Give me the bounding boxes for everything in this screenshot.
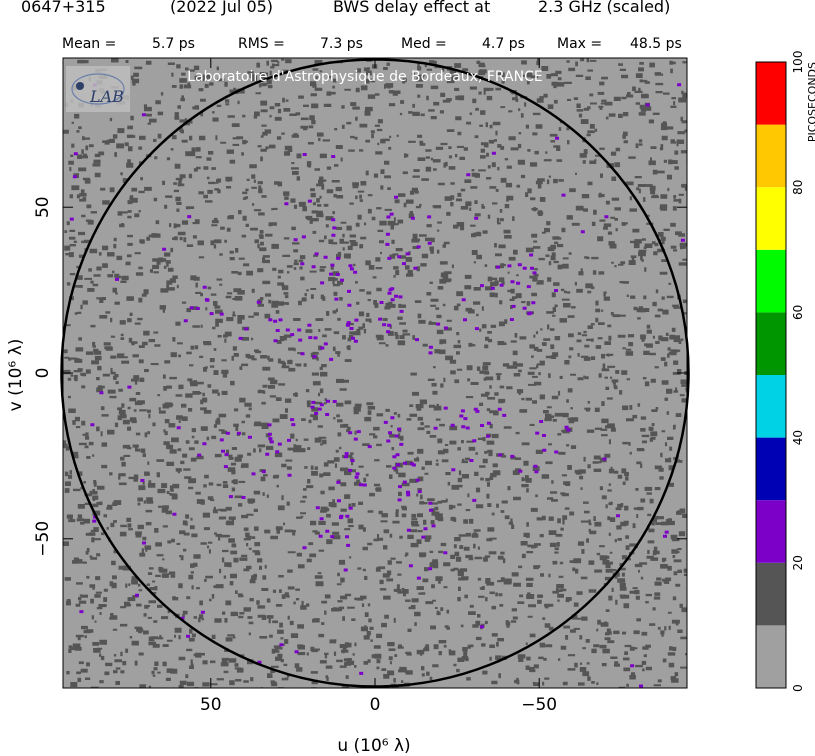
title-text: BWS delay effect at [333, 0, 491, 16]
colorbar-bin [756, 437, 786, 501]
colorbar-bin [756, 62, 786, 125]
logo-icon: LAB [71, 73, 125, 106]
y-tick-label: −50 [33, 521, 53, 557]
colorbar-frame [755, 61, 787, 689]
colorbar-bin [756, 249, 786, 313]
stat-mean-value: 5.7 ps [152, 36, 195, 52]
stat-max-label: Max = [557, 36, 603, 52]
stat-rms-label: RMS = [238, 36, 285, 52]
colorbar: 0 20 40 60 80 100 [755, 51, 805, 692]
stat-mean-label: Mean = [62, 36, 117, 52]
colorbar-bin [756, 124, 786, 188]
y-axis-label: v (10⁶ λ) [6, 339, 26, 412]
colorbar-bin [756, 625, 786, 688]
x-tick-label: 50 [200, 695, 222, 715]
speckle-path [63, 58, 687, 688]
x-tick-label: −50 [521, 695, 557, 715]
chart-title: 0647+315 (2022 Jul 05) BWS delay effect … [0, 0, 815, 95]
y-axis-ticks: 50 0 −50 [33, 196, 687, 557]
colorbar-tick-label: 80 [791, 180, 805, 195]
colorbar-tick-label: 100 [791, 51, 805, 74]
stat-med-label: Med = [401, 36, 447, 52]
observation-date: (2022 Jul 05) [170, 0, 274, 16]
colorbar-tick-label: 60 [791, 305, 805, 320]
logo-text: LAB [89, 87, 124, 106]
stat-med-value: 4.7 ps [482, 36, 525, 52]
x-tick-label: 0 [370, 695, 381, 715]
frequency-text: 2.3 GHz (scaled) [538, 0, 671, 16]
source-name: 0647+315 [21, 0, 106, 16]
colorbar-bin [756, 500, 786, 563]
stat-rms-value: 7.3 ps [320, 36, 363, 52]
colorbar-bin [756, 375, 786, 438]
colorbar-tick-label: 20 [791, 555, 805, 570]
colorbar-bin [756, 187, 786, 250]
y-tick-label: 50 [33, 196, 53, 218]
colorbar-label: PICOSECONDS [806, 62, 815, 142]
colorbar-bin [756, 562, 786, 626]
x-axis-label: u (10⁶ λ) [337, 736, 410, 756]
y-tick-label: 0 [33, 368, 53, 379]
colorbar-bin [756, 312, 786, 375]
plot-background [63, 58, 687, 688]
delay-texture [63, 58, 687, 688]
colorbar-tick-label: 0 [791, 684, 805, 692]
colorbar-tick-label: 40 [791, 430, 805, 445]
watermark: Laboratoire d'Astrophysique de Bordeaux,… [187, 69, 542, 85]
stat-max-value: 48.5 ps [630, 36, 682, 52]
x-axis-ticks: 50 0 −50 [200, 58, 557, 715]
